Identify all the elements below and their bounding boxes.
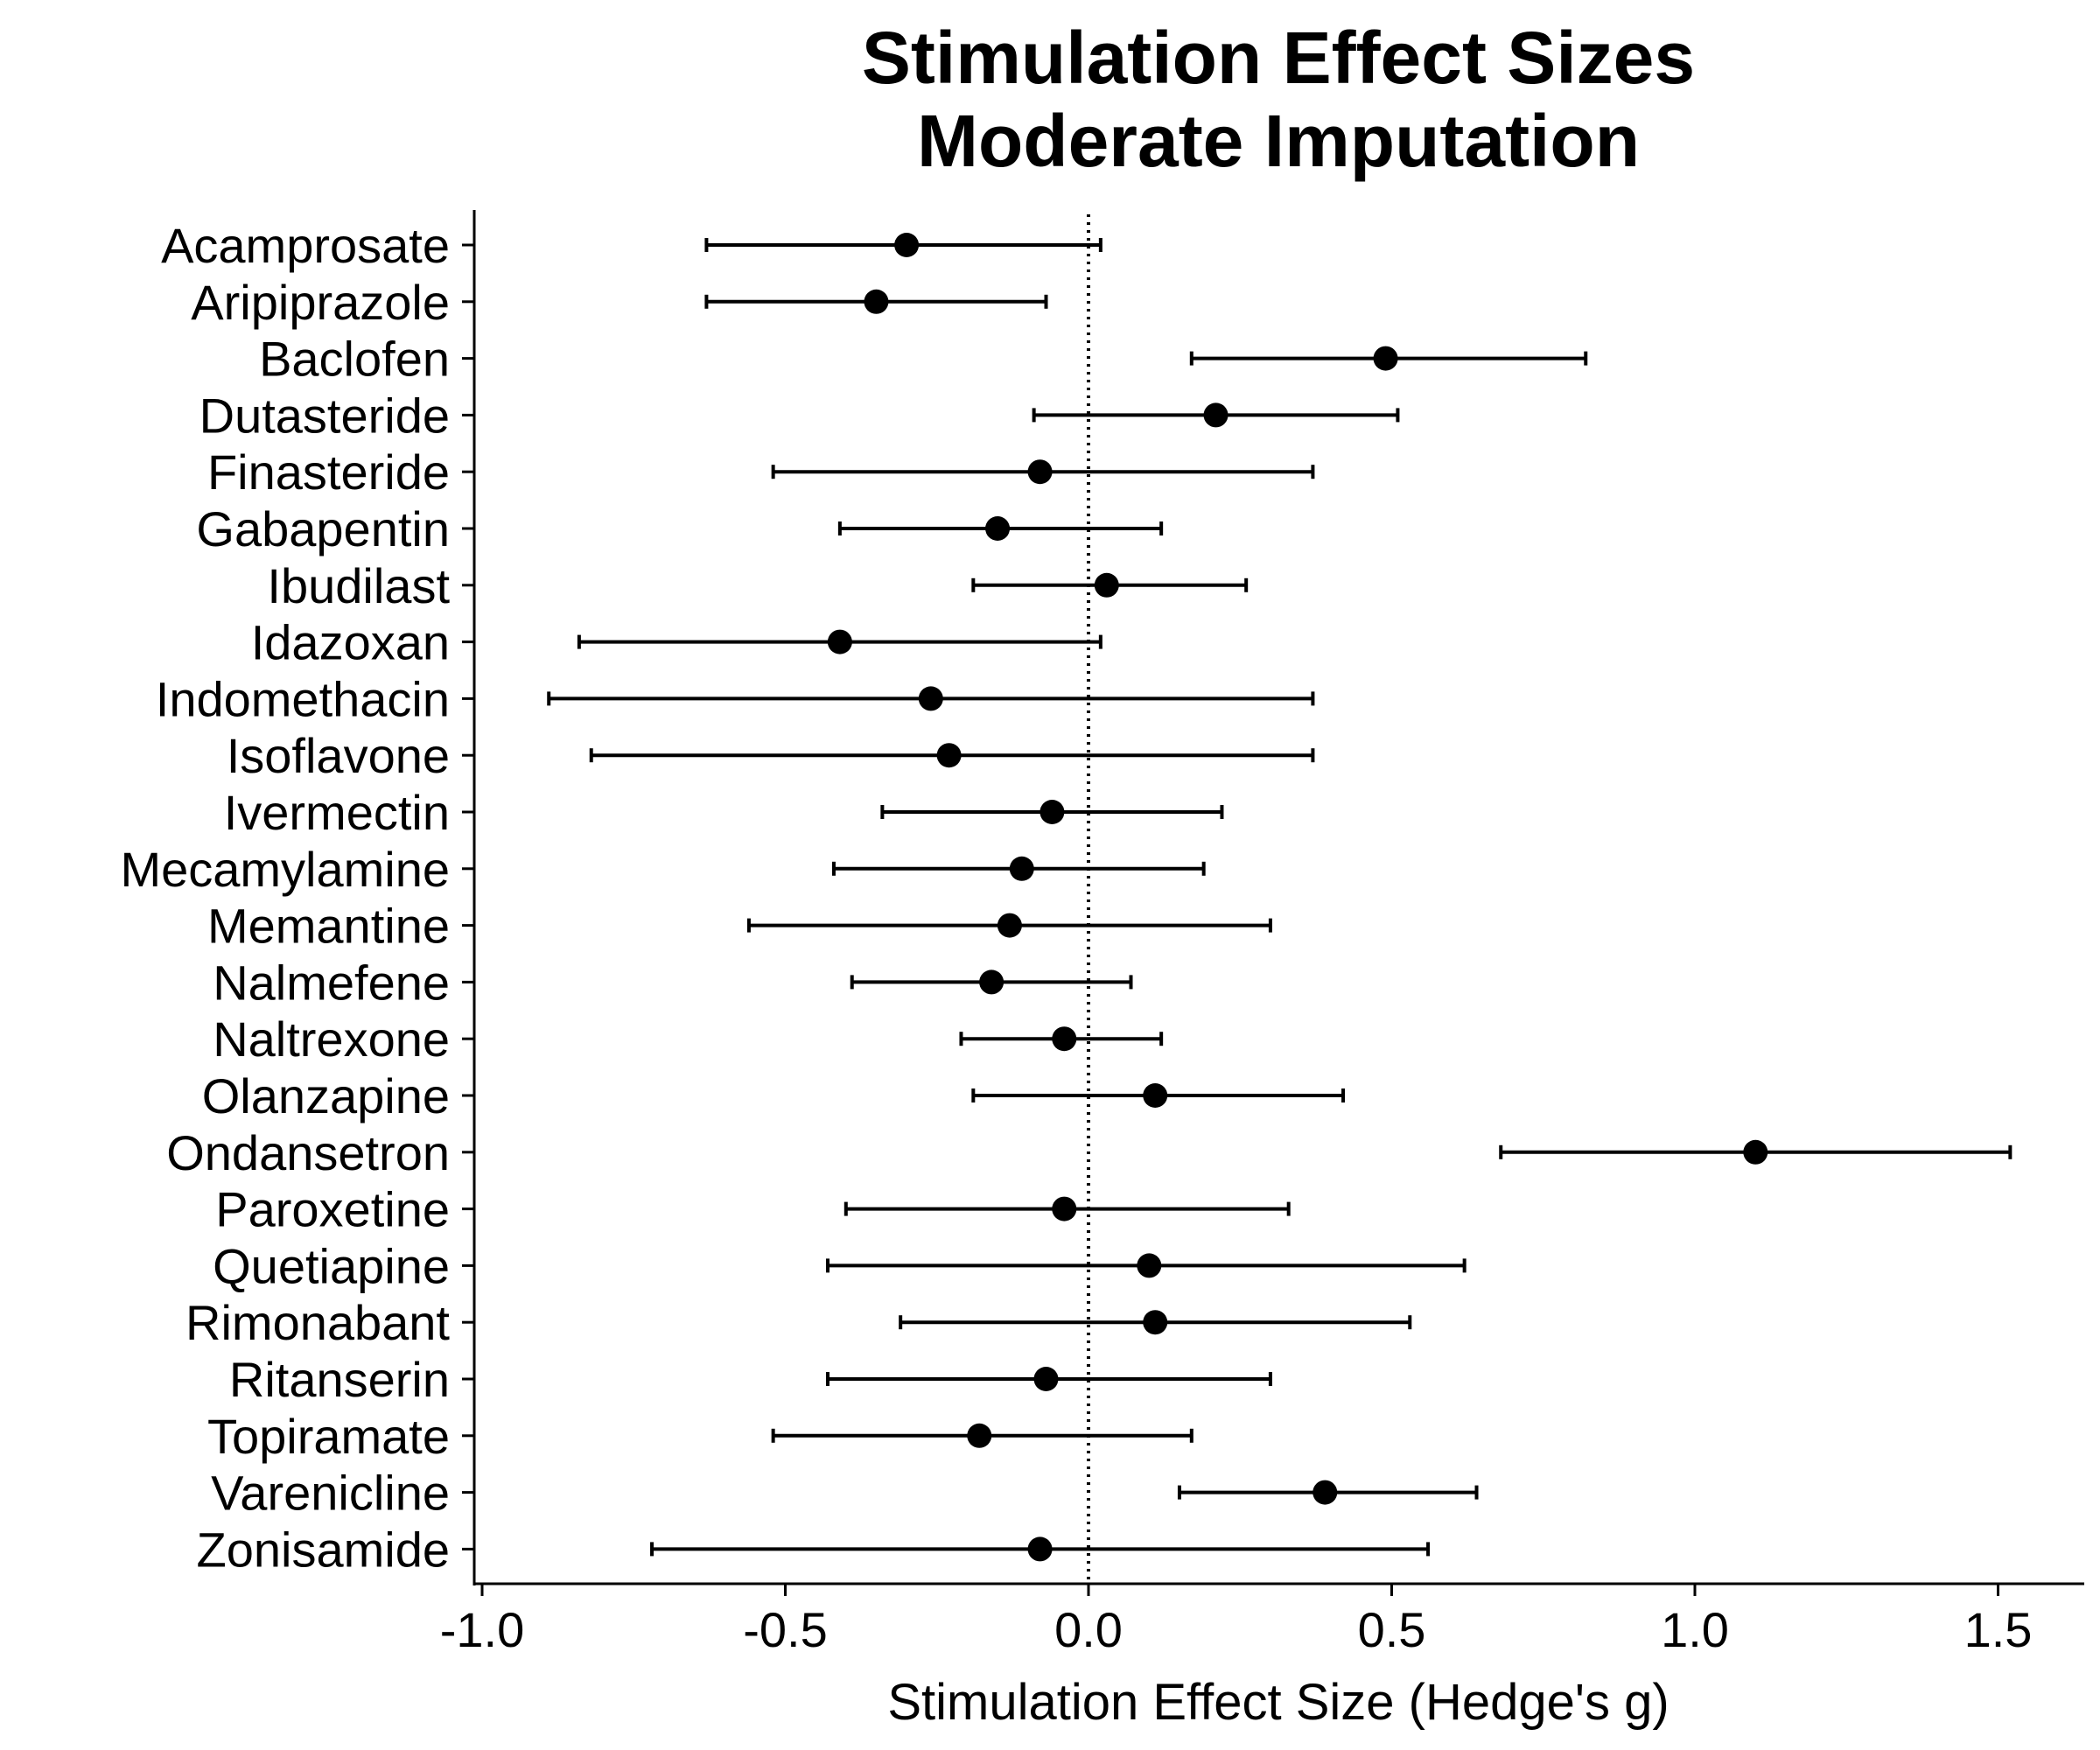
y-tick-label-topiramate: Topiramate [207,1409,450,1464]
point-naltrexone [1052,1026,1077,1052]
y-tick-label-indomethacin: Indomethacin [156,671,450,726]
y-tick-label-ritanserin: Ritanserin [229,1352,450,1407]
point-ondansetron [1743,1139,1768,1165]
y-tick-label-finasteride: Finasteride [207,444,450,500]
point-olanzapine [1143,1083,1168,1108]
point-ritanserin [1033,1367,1059,1391]
point-gabapentin [985,516,1011,541]
y-tick-label-quetiapine: Quetiapine [213,1238,450,1293]
y-tick-label-baclofen: Baclofen [259,332,450,387]
y-tick-label-paroxetine: Paroxetine [215,1182,450,1237]
y-tick-label-ibudilast: Ibudilast [267,558,450,613]
point-isoflavone [936,743,962,768]
point-dutasteride [1203,402,1228,428]
x-tick-label-2: 0.0 [1054,1602,1123,1657]
x-tick-label-1: -0.5 [743,1602,828,1657]
chart-title-line-1: Stimulation Effect Sizes [862,17,1695,99]
x-tick-label-3: 0.5 [1358,1602,1426,1657]
point-ibudilast [1094,572,1119,598]
point-topiramate [967,1423,992,1448]
error-bars-layer [547,238,2012,1557]
y-tick-label-naltrexone: Naltrexone [213,1012,450,1067]
point-baclofen [1373,346,1398,371]
point-idazoxan [827,629,852,654]
y-tick-label-gabapentin: Gabapentin [196,501,450,556]
y-axis: AcamprosateAripiprazoleBaclofenDutasteri… [120,210,476,1586]
y-tick-label-rimonabant: Rimonabant [186,1295,450,1350]
point-finasteride [1027,459,1053,485]
y-tick-label-acamprosate: Acamprosate [161,218,450,273]
y-tick-label-aripiprazole: Aripiprazole [191,275,450,330]
point-paroxetine [1052,1196,1077,1222]
y-tick-label-isoflavone: Isoflavone [227,728,450,783]
y-tick-label-idazoxan: Idazoxan [251,615,450,670]
point-nalmefene [979,970,1004,995]
point-memantine [997,913,1022,938]
point-acamprosate [894,233,920,257]
x-tick-label-4: 1.0 [1661,1602,1729,1657]
point-indomethacin [918,686,943,711]
y-tick-label-varenicline: Varenicline [211,1466,450,1521]
point-aripiprazole [864,289,889,314]
x-tick-label-5: 1.5 [1964,1602,2033,1657]
y-tick-label-zonisamide: Zonisamide [197,1522,450,1577]
y-tick-label-nalmefene: Nalmefene [213,955,450,1010]
chart-title-line-2: Moderate Imputation [917,100,1640,182]
y-tick-label-mecamylamine: Mecamylamine [120,842,450,897]
y-tick-label-olanzapine: Olanzapine [202,1068,450,1124]
y-tick-label-memantine: Memantine [207,899,450,954]
point-varenicline [1312,1480,1338,1505]
point-rimonabant [1143,1310,1168,1335]
point-mecamylamine [1009,856,1034,881]
point-zonisamide [1027,1536,1053,1562]
x-axis-label: Stimulation Effect Size (Hedge's g) [887,1674,1669,1731]
x-tick-label-0: -1.0 [440,1602,525,1657]
x-axis: -1.0 -0.5 0.0 0.5 1.0 1.5 [440,1582,2084,1657]
y-tick-label-dutasteride: Dutasteride [200,388,450,443]
point-ivermectin [1040,800,1065,824]
y-tick-label-ondansetron: Ondansetron [166,1125,450,1180]
y-tick-label-ivermectin: Ivermectin [224,785,450,840]
point-quetiapine [1137,1253,1162,1278]
points-layer [827,233,1768,1562]
